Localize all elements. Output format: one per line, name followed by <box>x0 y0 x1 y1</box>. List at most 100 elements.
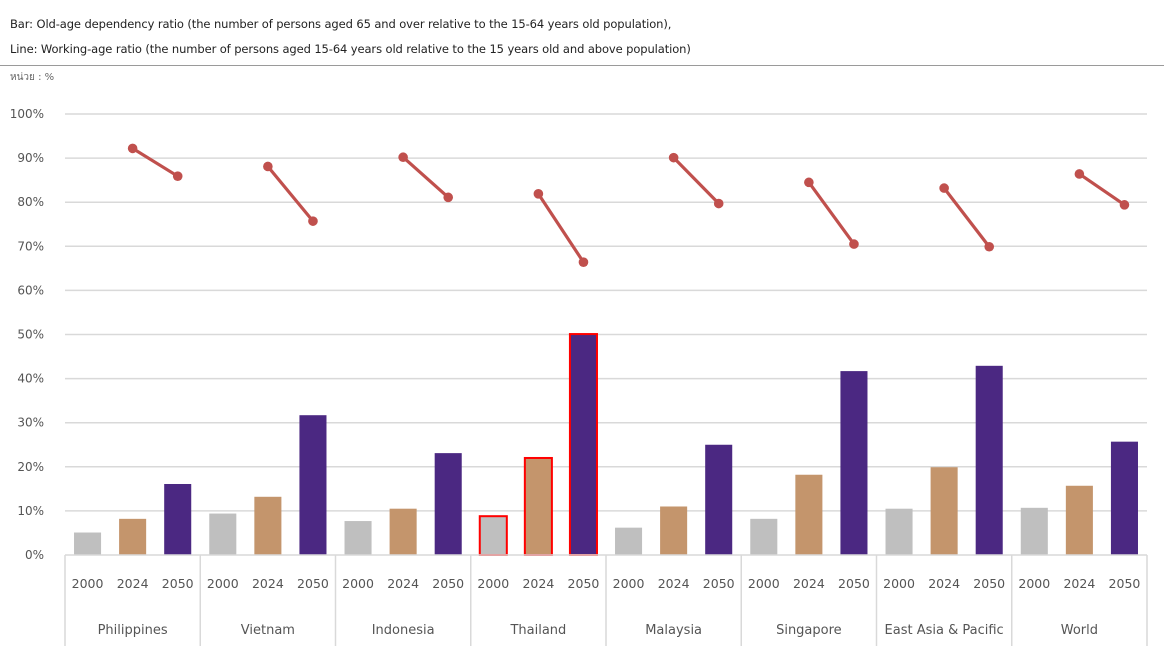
x-tick-year: 2024 <box>387 576 419 591</box>
y-tick-label: 10% <box>17 504 44 518</box>
x-tick-year: 2050 <box>838 576 870 591</box>
line-point-east-asia-pacific-2050 <box>984 241 995 252</box>
bar-world-2000 <box>1020 507 1048 555</box>
x-tick-year: 2050 <box>1109 576 1141 591</box>
line-segment-indonesia <box>402 156 450 199</box>
title-divider <box>0 65 1164 66</box>
line-point-east-asia-pacific-2024 <box>939 183 949 193</box>
chart-title-line: Line: Working-age ratio (the number of p… <box>10 42 691 56</box>
category-label: Singapore <box>776 623 842 638</box>
bar-world-2050 <box>1110 441 1138 555</box>
line-point-vietnam-2050 <box>308 216 318 226</box>
category-label: Malaysia <box>645 623 702 638</box>
bar-indonesia-2050 <box>434 453 462 555</box>
category-label: Vietnam <box>241 623 295 638</box>
x-tick-year: 2024 <box>522 576 554 591</box>
bar-thailand-2050 <box>568 333 598 556</box>
x-tick-year: 2024 <box>658 576 690 591</box>
x-tick-year: 2024 <box>117 576 149 591</box>
x-axis: 2000 2024 2050 Philippines 2000 2024 2050 Vietn… <box>64 554 1148 646</box>
bar-philippines-2000 <box>74 532 102 555</box>
bar-philippines-2050 <box>164 483 192 555</box>
line-segment-malaysia <box>672 156 720 205</box>
bar-vietnam-2024 <box>254 496 282 555</box>
bar-philippines-2024 <box>119 518 147 555</box>
bar-east-asia-pacific-2024 <box>930 467 958 555</box>
x-tick-year: 2050 <box>162 576 194 591</box>
x-tick-year: 2000 <box>613 576 645 591</box>
y-tick-label: 80% <box>17 195 44 209</box>
bar-malaysia-2050 <box>705 444 733 555</box>
x-tick-year: 2000 <box>883 576 915 591</box>
line-point-thailand-2050 <box>578 257 589 267</box>
x-tick-year: 2000 <box>477 576 509 591</box>
line-segment-vietnam <box>266 165 315 223</box>
bar-vietnam-2050 <box>299 415 327 555</box>
x-tick-year: 2024 <box>793 576 825 591</box>
gridlines <box>65 113 1147 512</box>
bar-singapore-2000 <box>750 518 778 555</box>
x-tick-year: 2000 <box>342 576 374 591</box>
x-tick-year: 2000 <box>207 576 239 591</box>
y-tick-label: 40% <box>17 372 44 386</box>
x-tick-year: 2000 <box>1018 576 1050 591</box>
x-tick-year: 2050 <box>432 576 464 591</box>
y-tick-label: 90% <box>17 151 44 165</box>
x-tick-year: 2024 <box>252 576 284 591</box>
bar-malaysia-2024 <box>660 506 688 555</box>
category-label: Philippines <box>98 623 168 638</box>
line-point-world-2050 <box>1119 200 1130 210</box>
y-tick-label: 60% <box>17 283 44 297</box>
bar-world-2024 <box>1065 485 1093 555</box>
x-tick-year: 2050 <box>297 576 329 591</box>
y-tick-label: 0% <box>25 548 44 562</box>
line-point-singapore-2024 <box>804 177 814 188</box>
line-point-malaysia-2024 <box>668 152 679 163</box>
bar-vietnam-2000 <box>209 513 237 555</box>
y-tick-label: 30% <box>17 416 44 430</box>
line-point-vietnam-2024 <box>263 161 273 172</box>
y-axis: 0% 10% 20% 30% 40% 50% 60% 70% 80% 90% 100% <box>10 107 44 562</box>
line-segment-philippines <box>131 147 179 178</box>
line-segment-thailand <box>537 192 585 264</box>
category-label: World <box>1061 623 1098 638</box>
y-tick-label: 70% <box>17 239 44 253</box>
x-tick-year: 2050 <box>568 576 600 591</box>
category-label: East Asia & Pacific <box>885 623 1004 638</box>
line-point-philippines-2024 <box>127 143 138 154</box>
line-point-world-2024 <box>1074 169 1085 179</box>
bar-malaysia-2000 <box>615 527 643 555</box>
category-label: Thailand <box>509 623 566 638</box>
bar-singapore-2024 <box>795 474 823 555</box>
x-tick-year: 2000 <box>72 576 104 591</box>
bar-thailand-2024 <box>523 456 553 557</box>
bar-east-asia-pacific-2000 <box>885 508 913 555</box>
bar-east-asia-pacific-2050 <box>975 365 1003 555</box>
y-tick-label: 100% <box>10 107 44 121</box>
line-point-thailand-2024 <box>533 189 544 199</box>
bar-indonesia-2024 <box>389 508 417 555</box>
x-tick-year: 2024 <box>928 576 960 591</box>
bars <box>74 333 1138 557</box>
line-point-indonesia-2024 <box>398 152 408 163</box>
working-age-lines <box>127 143 1130 267</box>
unit-label: หน่วย : % <box>10 72 55 83</box>
line-point-malaysia-2050 <box>713 198 724 209</box>
bar-thailand-2000 <box>478 515 508 557</box>
y-tick-label: 20% <box>17 460 44 474</box>
chart-title-bar: Bar: Old-age dependency ratio (the numbe… <box>10 17 672 31</box>
line-segment-east-asia-pacific <box>942 187 991 248</box>
line-point-indonesia-2050 <box>443 192 454 203</box>
x-tick-year: 2050 <box>973 576 1005 591</box>
x-tick-year: 2050 <box>703 576 735 591</box>
bar-singapore-2050 <box>840 371 868 555</box>
line-point-singapore-2050 <box>849 239 859 249</box>
x-tick-year: 2000 <box>748 576 780 591</box>
bar-indonesia-2000 <box>344 521 372 555</box>
y-tick-label: 50% <box>17 328 44 342</box>
x-tick-year: 2024 <box>1063 576 1095 591</box>
line-segment-singapore <box>807 181 856 246</box>
line-point-philippines-2050 <box>172 171 183 181</box>
category-label: Indonesia <box>372 623 435 638</box>
